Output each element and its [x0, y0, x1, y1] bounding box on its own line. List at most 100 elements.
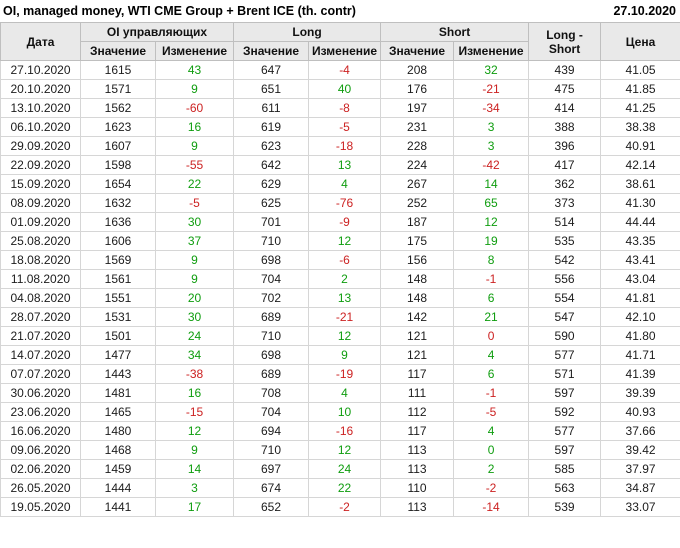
cell-date: 14.07.2020	[0, 345, 81, 365]
cell-long-value: 651	[233, 79, 310, 99]
cell-date: 27.10.2020	[0, 60, 81, 80]
cell-long-short: 396	[528, 136, 602, 156]
table-row[interactable]: 08.09.2020 1632 -5 625 -76 252 65 373 41.30	[0, 193, 680, 213]
cell-long-short: 554	[528, 288, 602, 308]
cell-short-change: 0	[453, 326, 530, 346]
table-row[interactable]: 13.10.2020 1562 -60 611 -8 197 -34 414 41.25	[0, 98, 680, 118]
cell-short-change: 3	[453, 136, 530, 156]
cell-long-change: -76	[308, 193, 382, 213]
cell-long-change: -9	[308, 212, 382, 232]
table-row[interactable]: 06.10.2020 1623 16 619 -5 231 3 388 38.38	[0, 117, 680, 137]
table-row[interactable]: 16.06.2020 1480 12 694 -16 117 4 577 37.66	[0, 421, 680, 441]
cell-long-change: 10	[308, 402, 382, 422]
cell-long-value: 710	[233, 440, 310, 460]
cell-long-short: 417	[528, 155, 602, 175]
report-date: 27.10.2020	[613, 4, 676, 18]
cell-oi-value: 1481	[80, 383, 156, 403]
cell-date: 02.06.2020	[0, 459, 81, 479]
table-row[interactable]: 04.08.2020 1551 20 702 13 148 6 554 41.81	[0, 288, 680, 308]
cell-date: 11.08.2020	[0, 269, 81, 289]
table-row[interactable]: 15.09.2020 1654 22 629 4 267 14 362 38.61	[0, 174, 680, 194]
table-row[interactable]: 18.08.2020 1569 9 698 -6 156 8 542 43.41	[0, 250, 680, 270]
cell-price: 43.41	[600, 250, 680, 270]
table-row[interactable]: 21.07.2020 1501 24 710 12 121 0 590 41.80	[0, 326, 680, 346]
table-row[interactable]: 02.06.2020 1459 14 697 24 113 2 585 37.97	[0, 459, 680, 479]
cell-long-value: 702	[233, 288, 310, 308]
table-row[interactable]: 28.07.2020 1531 30 689 -21 142 21 547 42.10	[0, 307, 680, 327]
cell-long-short: 597	[528, 440, 602, 460]
cell-long-short: 590	[528, 326, 602, 346]
table-row[interactable]: 29.09.2020 1607 9 623 -18 228 3 396 40.91	[0, 136, 680, 156]
cell-oi-value: 1606	[80, 231, 156, 251]
cell-short-value: 197	[380, 98, 455, 118]
cell-long-short: 539	[528, 497, 602, 517]
cell-short-change: 14	[453, 174, 530, 194]
table-row[interactable]: 14.07.2020 1477 34 698 9 121 4 577 41.71	[0, 345, 680, 365]
cell-short-value: 176	[380, 79, 455, 99]
cell-short-value: 175	[380, 231, 455, 251]
table-row[interactable]: 09.06.2020 1468 9 710 12 113 0 597 39.42	[0, 440, 680, 460]
cell-price: 41.30	[600, 193, 680, 213]
cell-price: 38.61	[600, 174, 680, 194]
cell-date: 08.09.2020	[0, 193, 81, 213]
cell-oi-value: 1468	[80, 440, 156, 460]
cell-short-value: 224	[380, 155, 455, 175]
table-row[interactable]: 19.05.2020 1441 17 652 -2 113 -14 539 33.07	[0, 497, 680, 517]
cell-short-value: 112	[380, 402, 455, 422]
cell-oi-change: 30	[154, 307, 235, 327]
cell-long-change: -6	[308, 250, 382, 270]
table-row[interactable]: 27.10.2020 1615 43 647 -4 208 32 439 41.05	[0, 60, 680, 80]
col-header-long-change: Изменение	[308, 41, 382, 61]
col-header-long-value: Значение	[233, 41, 310, 61]
cell-oi-change: 9	[154, 136, 235, 156]
cell-long-short: 535	[528, 231, 602, 251]
cell-oi-change: 9	[154, 440, 235, 460]
cell-oi-value: 1636	[80, 212, 156, 232]
cell-long-change: -18	[308, 136, 382, 156]
cell-price: 37.66	[600, 421, 680, 441]
page-title: OI, managed money, WTI CME Group + Brent…	[3, 4, 356, 18]
cell-long-value: 689	[233, 364, 310, 384]
cell-oi-value: 1632	[80, 193, 156, 213]
cell-date: 25.08.2020	[0, 231, 81, 251]
cell-price: 39.39	[600, 383, 680, 403]
cell-oi-change: 17	[154, 497, 235, 517]
table-row[interactable]: 11.08.2020 1561 9 704 2 148 -1 556 43.04	[0, 269, 680, 289]
col-group-short: Short	[380, 22, 530, 42]
cell-long-change: 13	[308, 288, 382, 308]
cell-long-change: 12	[308, 326, 382, 346]
cell-oi-value: 1501	[80, 326, 156, 346]
cell-date: 06.10.2020	[0, 117, 81, 137]
cell-short-value: 148	[380, 288, 455, 308]
cell-date: 29.09.2020	[0, 136, 81, 156]
cell-oi-value: 1444	[80, 478, 156, 498]
cell-long-change: -4	[308, 60, 382, 80]
table-row[interactable]: 20.10.2020 1571 9 651 40 176 -21 475 41.85	[0, 79, 680, 99]
cell-oi-value: 1480	[80, 421, 156, 441]
cell-short-value: 267	[380, 174, 455, 194]
table-row[interactable]: 01.09.2020 1636 30 701 -9 187 12 514 44.44	[0, 212, 680, 232]
cell-short-change: 3	[453, 117, 530, 137]
cell-price: 41.25	[600, 98, 680, 118]
table-row[interactable]: 26.05.2020 1444 3 674 22 110 -2 563 34.87	[0, 478, 680, 498]
cell-short-change: 4	[453, 421, 530, 441]
cell-long-change: 40	[308, 79, 382, 99]
cell-oi-change: 43	[154, 60, 235, 80]
cell-short-change: -1	[453, 383, 530, 403]
table-row[interactable]: 25.08.2020 1606 37 710 12 175 19 535 43.35	[0, 231, 680, 251]
cell-long-change: 13	[308, 155, 382, 175]
cell-long-value: 701	[233, 212, 310, 232]
table-row[interactable]: 30.06.2020 1481 16 708 4 111 -1 597 39.39	[0, 383, 680, 403]
col-header-short-change: Изменение	[453, 41, 530, 61]
table-row[interactable]: 23.06.2020 1465 -15 704 10 112 -5 592 40.93	[0, 402, 680, 422]
oi-table: Дата OI управляющих Long Short Long - Sh…	[0, 22, 680, 517]
col-header-oi-change: Изменение	[154, 41, 235, 61]
table-row[interactable]: 22.09.2020 1598 -55 642 13 224 -42 417 42.14	[0, 155, 680, 175]
cell-date: 13.10.2020	[0, 98, 81, 118]
cell-oi-change: 24	[154, 326, 235, 346]
table-row[interactable]: 07.07.2020 1443 -38 689 -19 117 6 571 41.39	[0, 364, 680, 384]
cell-short-value: 148	[380, 269, 455, 289]
cell-long-value: 611	[233, 98, 310, 118]
cell-price: 44.44	[600, 212, 680, 232]
cell-oi-value: 1477	[80, 345, 156, 365]
